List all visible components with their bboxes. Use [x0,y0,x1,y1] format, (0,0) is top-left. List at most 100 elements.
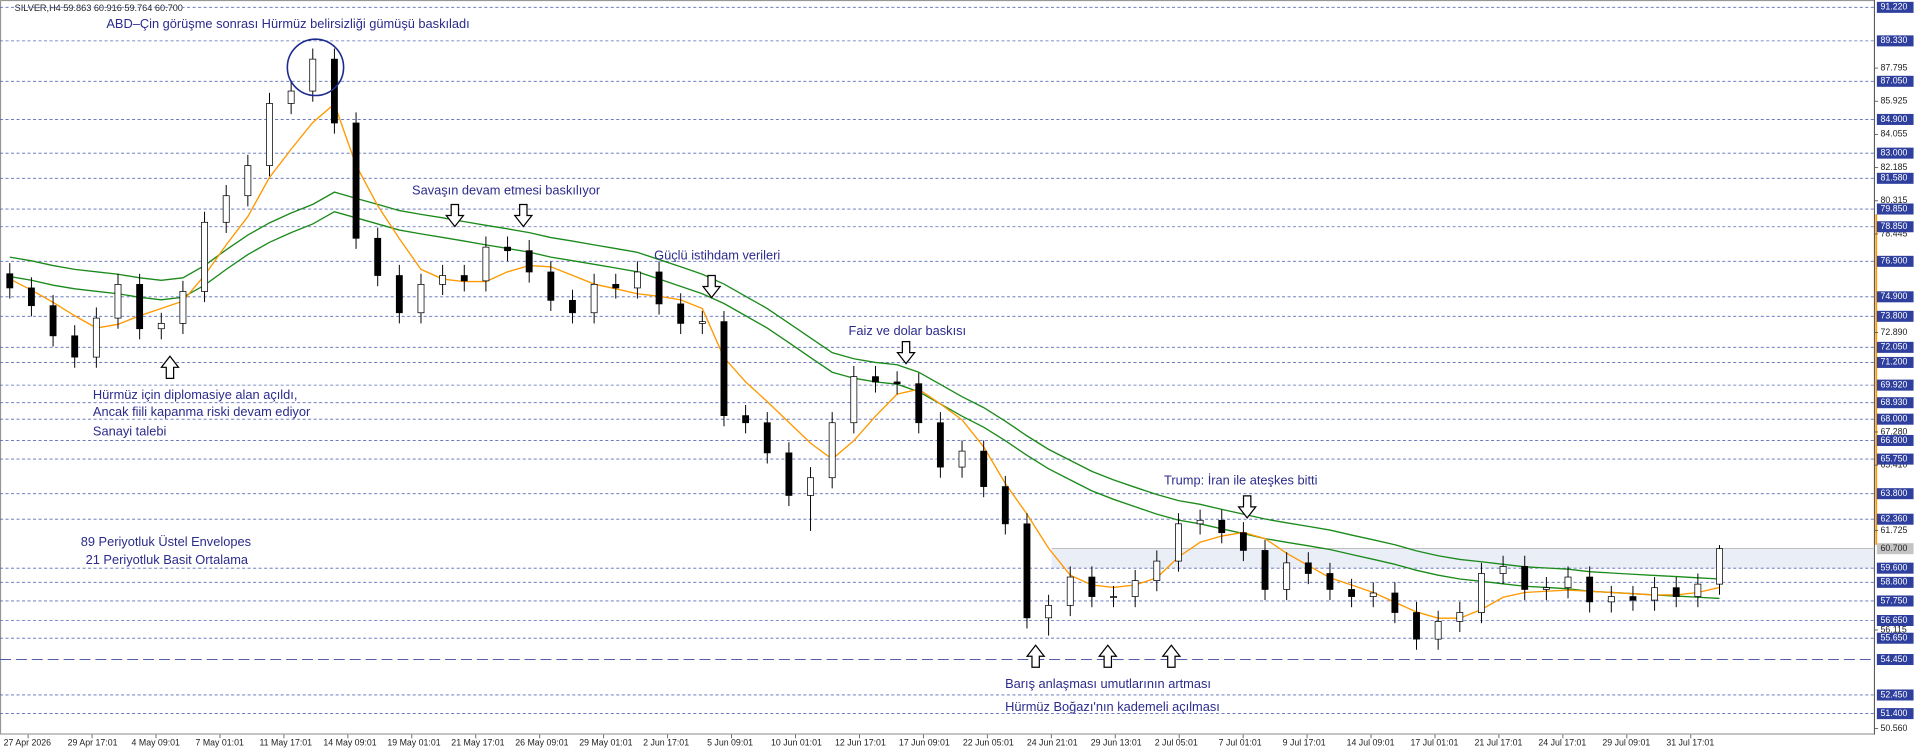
level-label: 52.450 [1881,689,1908,699]
candle-body [244,165,252,197]
level-label: 81.580 [1881,173,1908,183]
candle-body [1196,519,1204,525]
level-label: 68.000 [1881,414,1908,424]
candle-body [569,299,576,314]
x-tick-label: 9 Jul 17:01 [1283,738,1326,748]
candle-body [482,246,490,282]
level-label: 87.050 [1881,76,1908,86]
y-tick-label: 61.725 [1881,525,1908,535]
candle-body [936,422,944,468]
current-price-label: 60.700 [1881,543,1908,553]
level-label-box [1876,255,1914,267]
candle-body [1239,532,1247,551]
candle-body [1261,550,1269,590]
price-band [1051,548,1875,569]
x-tick-label: 24 Jul 17:01 [1538,738,1586,748]
level-label-box [1876,75,1914,87]
candle-body [633,271,641,289]
candle-body [1001,486,1009,525]
candle-body [785,452,793,496]
candle-body [201,221,208,292]
level-label: 54.450 [1881,654,1908,664]
level-label-box [1876,576,1914,588]
candle-body [1304,562,1312,574]
candle-body [1542,587,1550,590]
x-tick-label: 10 Jun 01:01 [771,738,822,748]
level-label-box [1876,203,1914,215]
candle-body [1131,580,1139,597]
x-tick-label: 11 May 17:01 [259,738,312,748]
candle-body [1716,548,1723,585]
x-tick-label: 22 Jun 05:01 [963,738,1014,748]
level-label-box [1876,595,1914,607]
level-label-box [1876,453,1914,465]
candle-body [850,376,858,424]
current-price-box [1876,543,1914,555]
candle-body [1326,573,1334,590]
candle-body [1110,596,1117,598]
arrow [701,274,722,299]
candle-body [157,323,165,330]
indicator-line [9,102,1720,619]
level-label-box [1876,221,1914,233]
annotation: 89 Periyotluk Üstel Envelopes [81,534,251,549]
candle-body [1066,576,1074,606]
level-label: 72.050 [1881,342,1908,352]
x-tick-label: 7 Jul 01:01 [1219,738,1262,748]
level-label-box [1876,1,1914,13]
candle-body [893,381,901,385]
annotation: Savaşın devam etmesi baskılıyor [412,182,601,197]
level-label-box [1876,341,1914,353]
level-label: 78.850 [1881,221,1908,231]
level-label-box [1876,562,1914,574]
level-label: 84.900 [1881,114,1908,124]
level-label: 76.900 [1881,256,1908,266]
candle-body [439,275,447,285]
level-label: 62.360 [1881,514,1908,524]
level-label: 89.330 [1881,35,1908,45]
arrow [1025,644,1046,668]
arrow [445,203,465,228]
x-tick-label: 29 Jul 09:01 [1602,738,1650,748]
candle-body [1088,576,1096,597]
level-label-box [1876,413,1914,425]
y-tick-label: 78.445 [1881,228,1908,238]
candle-body [612,284,620,289]
level-label: 65.750 [1881,453,1908,463]
candle-body [958,450,966,468]
x-tick-label: 27 Apr 2026 [4,738,52,748]
annotation: Ancak fiili kapanma riski devam ediyor [93,404,311,419]
candle-body [872,376,879,383]
level-label-box [1876,310,1914,322]
y-tick-label: 72.890 [1881,327,1908,337]
candle-body [1153,560,1161,581]
level-label-box [1876,689,1914,701]
y-tick-label: 82.185 [1881,162,1908,172]
candle-body [1045,605,1053,619]
annotation: Trump: İran ile ateşkes bitti [1164,473,1317,488]
level-label: 83.000 [1881,147,1908,157]
chart-title: SILVER,H4 59.863 60.916 59.764 60.700 [15,3,183,13]
x-tick-label: 12 Jun 17:01 [835,738,886,748]
level-label-box [1876,632,1914,644]
candle-body [417,284,425,314]
y-tick-label: 80.315 [1881,195,1908,205]
candle-body [1672,587,1680,597]
level-label-box [1876,397,1914,409]
x-tick-label: 4 May 09:01 [132,738,180,748]
candle-body [1218,519,1226,534]
candle-body [1369,592,1377,597]
x-tick-label: 24 Jun 21:01 [1027,738,1078,748]
annotation: Güçlü istihdam verileri [654,247,780,262]
y-tick-label: 84.055 [1881,129,1908,139]
arrow [1097,644,1118,668]
candle-body [590,284,598,314]
candle-body [807,477,814,496]
candle-body [1348,589,1356,597]
level-label-box [1876,488,1914,500]
candle-body [1283,562,1291,590]
x-tick-label: 19 May 01:01 [387,738,440,748]
candle-body [6,273,14,289]
